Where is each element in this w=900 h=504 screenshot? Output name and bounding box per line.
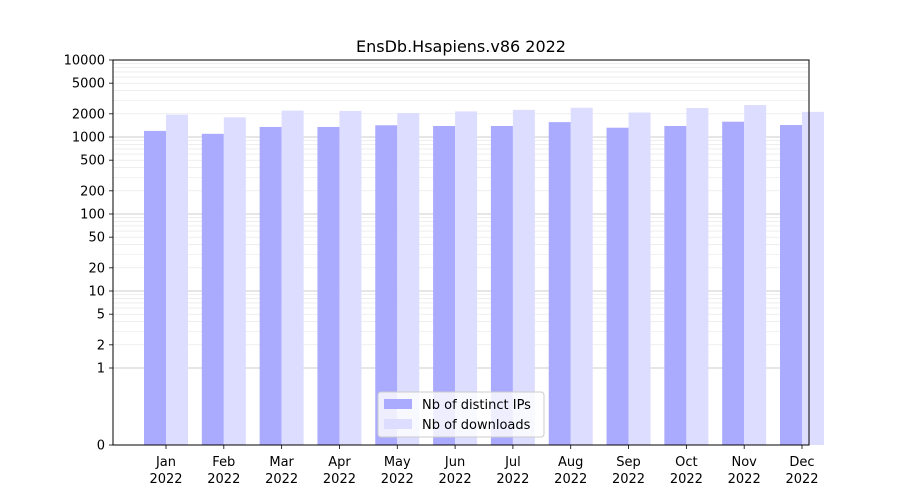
x-tick-label-month: Apr <box>328 455 351 470</box>
y-tick-label: 2 <box>97 338 105 353</box>
bar-downloads-dec <box>802 111 824 446</box>
bar-downloads-oct <box>686 108 709 445</box>
legend-label: Nb of downloads <box>422 418 531 433</box>
bar-distinct-ips-aug <box>548 122 571 446</box>
y-tick-label: 1 <box>97 362 105 377</box>
y-axis-ticks: 0 1 2 5 10 20 50 100 200 500 1000 2000 5000 10000 <box>64 54 113 454</box>
x-tick-label-year: 2022 <box>323 472 356 487</box>
bar-downloads-may <box>397 112 420 446</box>
legend-swatch <box>384 419 412 429</box>
bar-downloads-jun <box>455 111 478 446</box>
y-tick-label: 10000 <box>64 54 105 69</box>
bar-distinct-ips-jan <box>144 130 166 445</box>
legend-label: Nb of distinct IPs <box>422 398 531 413</box>
x-tick-label-year: 2022 <box>265 472 298 487</box>
bar-downloads-nov <box>744 105 767 445</box>
bar-distinct-ips-feb <box>201 133 224 446</box>
x-tick-label-year: 2022 <box>496 472 529 487</box>
bar-distinct-ips-jun <box>433 125 456 446</box>
x-tick-label-year: 2022 <box>670 472 703 487</box>
x-axis-ticks: Jan 2022 Feb 2022 Mar 2022 Apr 2022 May 2022 Jun 20… <box>149 445 819 487</box>
bar-downloads-feb <box>223 117 246 445</box>
x-tick-label-year: 2022 <box>728 472 761 487</box>
bar-distinct-ips-sep <box>606 127 629 445</box>
y-tick-label: 10 <box>88 285 105 300</box>
x-tick-label-year: 2022 <box>207 472 240 487</box>
x-tick-label-month: Aug <box>558 455 583 470</box>
bar-distinct-ips-dec <box>780 125 802 445</box>
y-tick-label: 5 <box>97 308 105 323</box>
bar-distinct-ips-nov <box>722 121 745 446</box>
x-tick-label-month: May <box>384 455 411 470</box>
y-tick-label: 2000 <box>72 107 105 122</box>
bar-downloads-jan <box>166 114 188 446</box>
bar-downloads-jul <box>512 109 535 445</box>
y-tick-label: 0 <box>97 439 105 454</box>
y-tick-label: 500 <box>80 154 105 169</box>
x-tick-label-month: Feb <box>212 455 235 470</box>
x-tick-label-year: 2022 <box>439 472 472 487</box>
bar-distinct-ips-jul <box>490 125 513 446</box>
x-tick-label-year: 2022 <box>612 472 645 487</box>
bar-distinct-ips-oct <box>664 125 687 446</box>
x-tick-label-year: 2022 <box>381 472 414 487</box>
bar-downloads-apr <box>339 110 362 446</box>
y-tick-label: 1000 <box>72 131 105 146</box>
axes <box>112 59 810 446</box>
y-tick-label: 50 <box>88 231 105 246</box>
x-tick-label-month: Jan <box>155 455 176 470</box>
x-tick-label-year: 2022 <box>785 472 818 487</box>
plot-frame <box>112 59 810 446</box>
x-tick-label-month: Nov <box>731 455 757 470</box>
bar-downloads-sep <box>628 112 651 445</box>
x-tick-label-month: Oct <box>675 455 697 470</box>
bar-downloads-mar <box>281 110 304 445</box>
legend-box <box>377 391 545 438</box>
y-tick-label: 20 <box>88 261 105 276</box>
x-tick-label-month: Jun <box>444 455 465 470</box>
bar-distinct-ips-may <box>375 125 398 445</box>
y-tick-label: 100 <box>80 208 105 223</box>
x-tick-label-year: 2022 <box>149 472 182 487</box>
legend: Nb of distinct IPs Nb of downloads <box>377 391 545 438</box>
bar-downloads-aug <box>570 107 593 446</box>
bars <box>144 105 824 446</box>
y-tick-label: 5000 <box>72 77 105 92</box>
chart-title: EnsDb.Hsapiens.v86 2022 <box>356 37 566 56</box>
bar-distinct-ips-mar <box>259 126 282 446</box>
y-tick-label: 200 <box>80 184 105 199</box>
legend-swatch <box>384 399 412 409</box>
x-tick-label-month: Jul <box>504 455 521 470</box>
x-tick-label-month: Sep <box>616 455 641 470</box>
x-tick-label-month: Mar <box>269 455 294 470</box>
bar-distinct-ips-apr <box>317 126 340 446</box>
x-tick-label-month: Dec <box>789 455 814 470</box>
x-tick-label-year: 2022 <box>554 472 587 487</box>
